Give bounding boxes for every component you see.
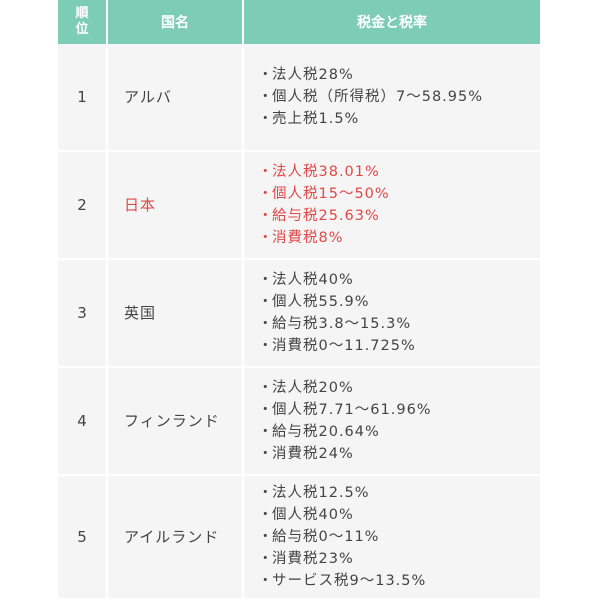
bullet-icon: ・ [258,186,274,202]
tax-item: ・サービス税9〜13.5% [258,570,532,592]
country-cell: アルバ [108,44,244,152]
tax-item: ・法人税20% [258,377,532,399]
tax-item: ・給与税20.64% [258,421,532,443]
rank-cell: 4 [58,368,108,476]
bullet-icon: ・ [258,380,274,396]
tax-cell: ・法人税20% ・個人税7.71〜61.96% ・給与税20.64% ・消費税2… [244,368,540,476]
bullet-icon: ・ [258,111,274,127]
bullet-icon: ・ [258,338,274,354]
tax-item: ・法人税28% [258,64,532,86]
header-tax: 税金と税率 [244,0,540,44]
rank-cell: 5 [58,476,108,600]
table-row: 3 英国 ・法人税40% ・個人税55.9% ・給与税3.8〜15.3% ・消費… [58,260,540,368]
tax-ranking-table: 順位 国名 税金と税率 1 アルバ ・法人税28% ・個人税（所得税）7〜58.… [58,0,540,600]
tax-item: ・個人税40% [258,504,532,526]
table-row: 2 日本 ・法人税38.01% ・個人税15〜50% ・給与税25.63% ・消… [58,152,540,260]
tax-item: ・消費税24% [258,443,532,465]
bullet-icon: ・ [258,402,274,418]
table-row: 1 アルバ ・法人税28% ・個人税（所得税）7〜58.95% ・売上税1.5% [58,44,540,152]
tax-item: ・個人税7.71〜61.96% [258,399,532,421]
tax-item: ・消費税23% [258,548,532,570]
tax-cell: ・法人税40% ・個人税55.9% ・給与税3.8〜15.3% ・消費税0〜11… [244,260,540,368]
rank-cell: 2 [58,152,108,260]
bullet-icon: ・ [258,89,274,105]
bullet-icon: ・ [258,551,274,567]
tax-item: ・給与税3.8〜15.3% [258,313,532,335]
tax-item: ・個人税15〜50% [258,183,532,205]
tax-item: ・給与税0〜11% [258,526,532,548]
header-rank: 順位 [58,0,108,44]
bullet-icon: ・ [258,67,274,83]
tax-list: ・法人税20% ・個人税7.71〜61.96% ・給与税20.64% ・消費税2… [258,377,532,465]
country-cell-highlighted: 日本 [108,152,244,260]
bullet-icon: ・ [258,272,274,288]
country-cell: フィンランド [108,368,244,476]
tax-item: ・消費税0〜11.725% [258,335,532,357]
bullet-icon: ・ [258,446,274,462]
tax-list-highlighted: ・法人税38.01% ・個人税15〜50% ・給与税25.63% ・消費税8% [258,161,532,249]
tax-cell: ・法人税12.5% ・個人税40% ・給与税0〜11% ・消費税23% ・サービ… [244,476,540,600]
tax-cell: ・法人税28% ・個人税（所得税）7〜58.95% ・売上税1.5% [244,44,540,152]
tax-item: ・個人税（所得税）7〜58.95% [258,86,532,108]
bullet-icon: ・ [258,208,274,224]
tax-ranking-table-container: 順位 国名 税金と税率 1 アルバ ・法人税28% ・個人税（所得税）7〜58.… [58,0,540,600]
tax-item: ・法人税12.5% [258,482,532,504]
table-row: 4 フィンランド ・法人税20% ・個人税7.71〜61.96% ・給与税20.… [58,368,540,476]
bullet-icon: ・ [258,294,274,310]
tax-item: ・個人税55.9% [258,291,532,313]
tax-list: ・法人税12.5% ・個人税40% ・給与税0〜11% ・消費税23% ・サービ… [258,482,532,592]
bullet-icon: ・ [258,164,274,180]
country-cell: アイルランド [108,476,244,600]
bullet-icon: ・ [258,507,274,523]
header-country: 国名 [108,0,244,44]
bullet-icon: ・ [258,424,274,440]
rank-cell: 3 [58,260,108,368]
tax-item: ・法人税38.01% [258,161,532,183]
bullet-icon: ・ [258,230,274,246]
bullet-icon: ・ [258,529,274,545]
bullet-icon: ・ [258,316,274,332]
country-cell: 英国 [108,260,244,368]
table-header-row: 順位 国名 税金と税率 [58,0,540,44]
tax-item: ・売上税1.5% [258,108,532,130]
rank-cell: 1 [58,44,108,152]
bullet-icon: ・ [258,573,274,589]
tax-cell: ・法人税38.01% ・個人税15〜50% ・給与税25.63% ・消費税8% [244,152,540,260]
tax-list: ・法人税40% ・個人税55.9% ・給与税3.8〜15.3% ・消費税0〜11… [258,269,532,357]
tax-item: ・給与税25.63% [258,205,532,227]
bullet-icon: ・ [258,485,274,501]
tax-item: ・法人税40% [258,269,532,291]
table-row: 5 アイルランド ・法人税12.5% ・個人税40% ・給与税0〜11% ・消費… [58,476,540,600]
tax-item: ・消費税8% [258,227,532,249]
tax-list: ・法人税28% ・個人税（所得税）7〜58.95% ・売上税1.5% [258,64,532,130]
